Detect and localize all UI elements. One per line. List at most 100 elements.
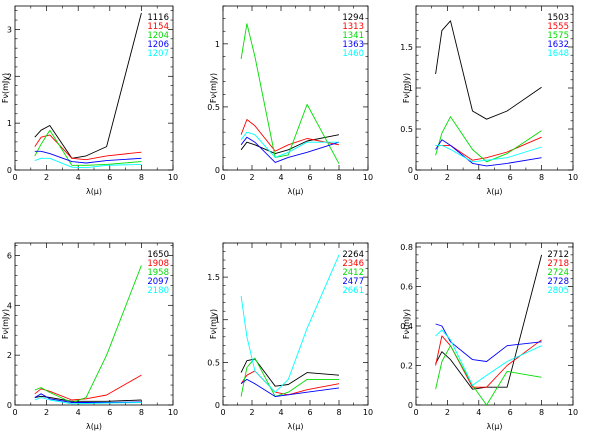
panel-5: 0 2 4 6 8 10 0 0.5 1 1.5 λ(μ) Fν(mJy) 22642346241224… bbox=[207, 242, 373, 431]
y-tick-label: 0 bbox=[7, 401, 12, 410]
legend-entry-2264: 2264 bbox=[342, 250, 364, 260]
legend-entry-2097: 2097 bbox=[147, 277, 169, 287]
x-tick-label: 4 bbox=[476, 173, 481, 182]
series-line-2412 bbox=[240, 357, 339, 397]
y-tick-label: 2 bbox=[7, 351, 12, 360]
legend-entry-2718: 2718 bbox=[547, 259, 569, 269]
series-line-1154 bbox=[34, 134, 142, 161]
y-tick-label: 4 bbox=[7, 301, 12, 310]
legend-entry-1206: 1206 bbox=[147, 40, 169, 50]
series-group bbox=[240, 23, 340, 164]
x-tick-label: 8 bbox=[336, 408, 341, 417]
x-tick-label: 8 bbox=[139, 173, 144, 182]
series-line-2718 bbox=[435, 335, 542, 388]
panel-1: 0 2 4 6 8 10 0 1 2 3 λ(μ) Fν(mJy) 111611541204120612… bbox=[1, 5, 178, 196]
series-line-1632 bbox=[435, 139, 542, 167]
legend-entry-1632: 1632 bbox=[547, 40, 569, 50]
series-group bbox=[435, 20, 542, 167]
y-tick-label: 0 bbox=[215, 166, 220, 175]
x-tick-label: 2 bbox=[44, 173, 49, 182]
series-line-2724 bbox=[435, 345, 542, 405]
x-tick-label: 0 bbox=[413, 408, 418, 417]
series-line-1650 bbox=[34, 395, 142, 402]
y-tick-label: 0 bbox=[215, 401, 220, 410]
legend-entry-1204: 1204 bbox=[147, 31, 169, 41]
y-tick-label: 1.5 bbox=[400, 43, 413, 52]
x-tick-label: 6 bbox=[107, 173, 112, 182]
x-tick-label: 10 bbox=[568, 408, 578, 417]
x-tick-label: 8 bbox=[336, 173, 341, 182]
x-tick-label: 6 bbox=[107, 408, 112, 417]
x-tick-label: 8 bbox=[539, 173, 544, 182]
x-tick-label: 10 bbox=[363, 408, 373, 417]
y-tick-label: 0.8 bbox=[400, 243, 413, 252]
x-tick-label: 0 bbox=[12, 173, 17, 182]
series-line-1363 bbox=[240, 136, 340, 163]
series-line-1206 bbox=[34, 150, 142, 164]
x-tick-label: 10 bbox=[568, 173, 578, 182]
x-tick-label: 4 bbox=[76, 173, 81, 182]
legend-entry-1958: 1958 bbox=[147, 268, 169, 278]
legend-entry-1363: 1363 bbox=[342, 40, 364, 50]
panel-6: 0 2 4 6 8 1000.20.40.60.8λ(μ)Fν(mJy)271227182… bbox=[400, 242, 578, 431]
legend-entry-2724: 2724 bbox=[547, 268, 569, 278]
series-group bbox=[34, 12, 142, 169]
x-tick-label: 2 bbox=[44, 408, 49, 417]
x-axis-label: λ(μ) bbox=[287, 187, 303, 196]
legend-entry-2477: 2477 bbox=[342, 277, 364, 287]
series-line-1648 bbox=[435, 144, 542, 163]
y-axis-label: Fν(mJy) bbox=[1, 309, 10, 339]
legend-entry-1555: 1555 bbox=[547, 22, 569, 32]
panel-3: 0 2 4 6 8 1000.511.5λ(μ)Fν(mJy)15031555157516… bbox=[400, 5, 578, 196]
y-tick-label: 1 bbox=[215, 316, 220, 325]
series-line-2097 bbox=[34, 393, 142, 403]
panel-4: 0 2 4 6 8 10 0 2 4 6 λ(μ) Fν(mJy) 165019081958209721… bbox=[1, 242, 178, 431]
x-tick-label: 6 bbox=[307, 408, 312, 417]
series-group bbox=[34, 265, 142, 405]
legend-entry-1294: 1294 bbox=[342, 13, 364, 23]
x-tick-label: 4 bbox=[476, 408, 481, 417]
x-tick-label: 6 bbox=[508, 173, 513, 182]
series-line-1313 bbox=[240, 119, 340, 152]
legend-entry-2180: 2180 bbox=[147, 286, 169, 296]
series-group bbox=[240, 254, 340, 397]
y-tick-label: 0.5 bbox=[207, 103, 220, 112]
y-axis-label: Fν(mJy) bbox=[209, 309, 218, 339]
x-tick-label: 4 bbox=[76, 408, 81, 417]
series-group bbox=[435, 254, 543, 405]
panel-2: 0 2 4 6 8 10 0 0.5 1 λ(μ) Fν(mJy) 12941313134113631… bbox=[207, 5, 373, 196]
x-tick-label: 10 bbox=[363, 173, 373, 182]
series-line-1958 bbox=[34, 265, 142, 403]
x-tick-label: 0 bbox=[12, 408, 17, 417]
legend-entry-2712: 2712 bbox=[547, 250, 569, 260]
legend-entry-1116: 1116 bbox=[147, 13, 169, 23]
legend-entry-2805: 2805 bbox=[547, 286, 569, 296]
x-tick-label: 10 bbox=[168, 173, 178, 182]
series-line-1555 bbox=[435, 136, 542, 161]
x-tick-label: 6 bbox=[508, 408, 513, 417]
x-tick-label: 4 bbox=[278, 173, 283, 182]
series-line-1204 bbox=[34, 129, 142, 166]
series-line-2264 bbox=[240, 358, 340, 387]
x-axis-label: λ(μ) bbox=[86, 422, 102, 431]
x-axis-label: λ(μ) bbox=[287, 422, 303, 431]
series-line-2661 bbox=[240, 254, 340, 393]
x-tick-label: 2 bbox=[445, 408, 450, 417]
legend-entry-1650: 1650 bbox=[147, 250, 169, 260]
x-tick-label: 8 bbox=[139, 408, 144, 417]
legend-entry-1648: 1648 bbox=[547, 49, 569, 59]
y-tick-label: 1 bbox=[7, 119, 12, 128]
legend-entry-2346: 2346 bbox=[342, 259, 364, 269]
x-tick-label: 6 bbox=[307, 173, 312, 182]
y-tick-label: 0 bbox=[7, 166, 12, 175]
legend-entry-2728: 2728 bbox=[547, 277, 569, 287]
x-tick-label: 0 bbox=[413, 173, 418, 182]
x-tick-label: 10 bbox=[168, 408, 178, 417]
legend-entry-2661: 2661 bbox=[342, 286, 364, 296]
legend-entry-1503: 1503 bbox=[547, 13, 569, 23]
x-tick-label: 0 bbox=[220, 408, 225, 417]
x-tick-label: 4 bbox=[278, 408, 283, 417]
y-tick-label: 0.5 bbox=[207, 358, 220, 367]
series-line-1460 bbox=[240, 131, 339, 158]
legend-entry-1313: 1313 bbox=[342, 22, 364, 32]
